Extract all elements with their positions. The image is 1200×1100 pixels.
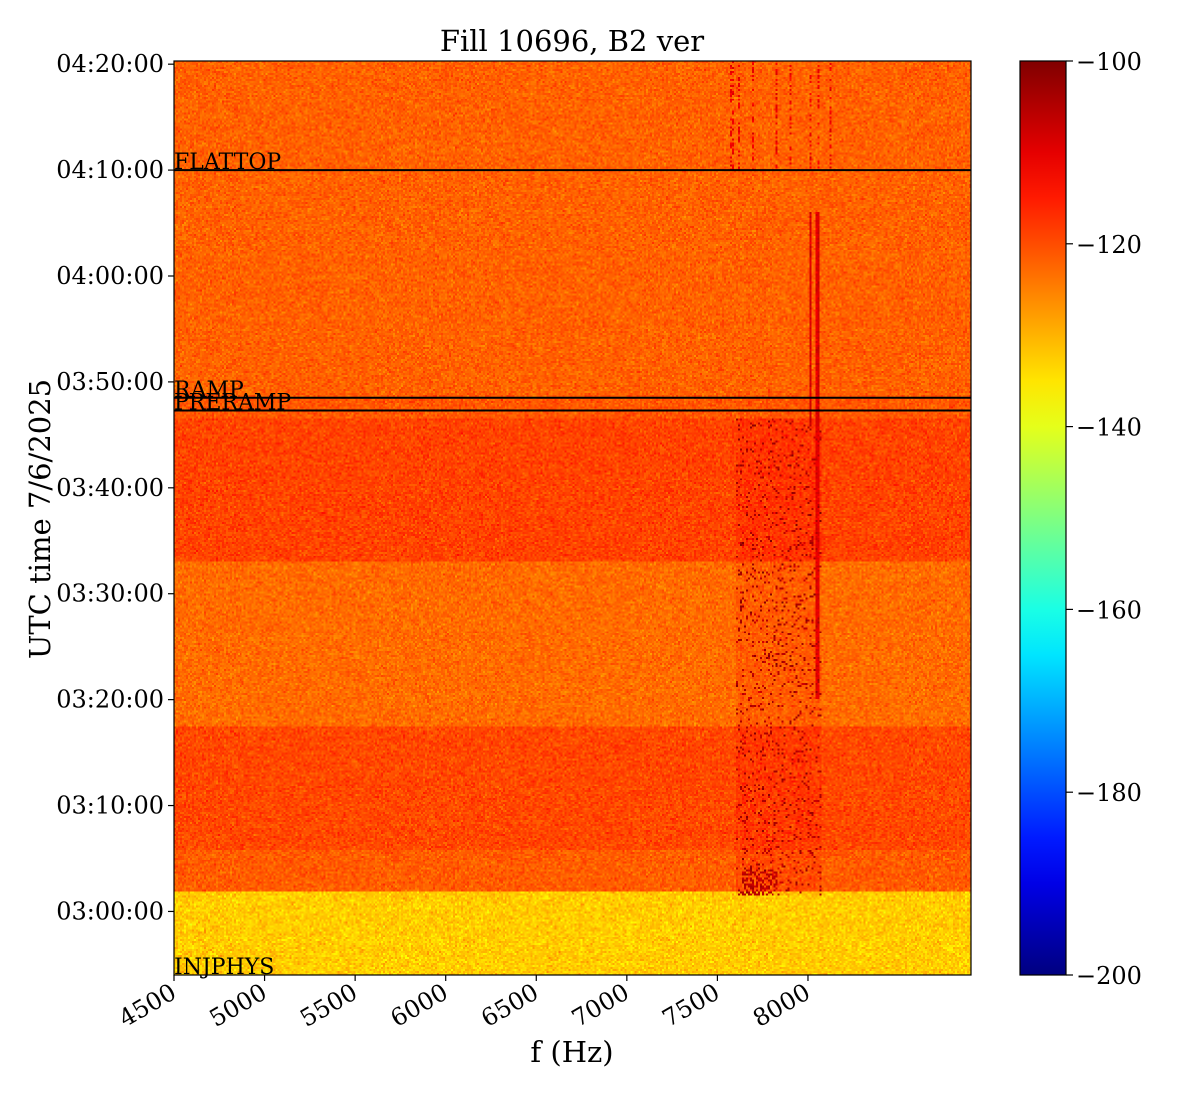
- x-axis-label: f (Hz): [530, 1035, 613, 1069]
- y-tick-label: 04:00:00: [56, 262, 164, 290]
- y-tick-label: 03:30:00: [56, 580, 164, 608]
- x-axis-ticks: 4500 5000 5500 6000 6500 7000 7500 8000: [114, 975, 815, 1033]
- x-tick-label: 6500: [476, 978, 543, 1033]
- y-axis-label: UTC time 7/6/2025: [23, 379, 57, 659]
- colorbar-tick-label: −120: [1076, 231, 1142, 259]
- y-tick-label: 03:00:00: [56, 897, 164, 925]
- y-tick-label: 03:20:00: [56, 686, 164, 714]
- colorbar-tick-label: −200: [1076, 962, 1142, 990]
- y-tick-label: 03:50:00: [56, 368, 164, 396]
- marker-label-injphys: INJPHYS: [174, 955, 274, 980]
- colorbar-tick-label: −100: [1076, 48, 1142, 76]
- x-tick-label: 5500: [295, 978, 362, 1033]
- colorbar-tick-label: −140: [1076, 414, 1142, 442]
- heatmap-image: [174, 61, 971, 975]
- marker-label-preramp: PRERAMP: [174, 391, 291, 416]
- x-tick-label: 7500: [658, 978, 725, 1033]
- x-tick-label: 8000: [748, 978, 815, 1033]
- y-tick-label: 04:10:00: [56, 156, 164, 184]
- y-tick-label: 03:40:00: [56, 474, 164, 502]
- y-axis-ticks: 03:00:00 03:10:00 03:20:00 03:30:00 03:40:00…: [56, 50, 174, 925]
- chart-title: Fill 10696, B2 ver: [440, 24, 704, 58]
- colorbar-gradient: [1019, 60, 1067, 976]
- colorbar-tick-label: −160: [1076, 596, 1142, 624]
- plot-frame: [173, 60, 972, 976]
- marker-label-flattop: FLATTOP: [174, 150, 281, 175]
- colorbar-tick-label: −180: [1076, 779, 1142, 807]
- spectrogram-heatmap: [174, 61, 971, 975]
- x-tick-label: 5000: [205, 978, 272, 1033]
- x-tick-label: 6000: [386, 978, 453, 1033]
- colorbar: −100 −120 −140 −160 −180 −200: [1019, 48, 1142, 990]
- x-tick-label: 4500: [114, 978, 181, 1033]
- y-tick-label: 03:10:00: [56, 792, 164, 820]
- y-tick-label: 04:20:00: [56, 50, 164, 78]
- x-tick-label: 7000: [567, 978, 634, 1033]
- marker-label-ramp: RAMP: [174, 378, 244, 403]
